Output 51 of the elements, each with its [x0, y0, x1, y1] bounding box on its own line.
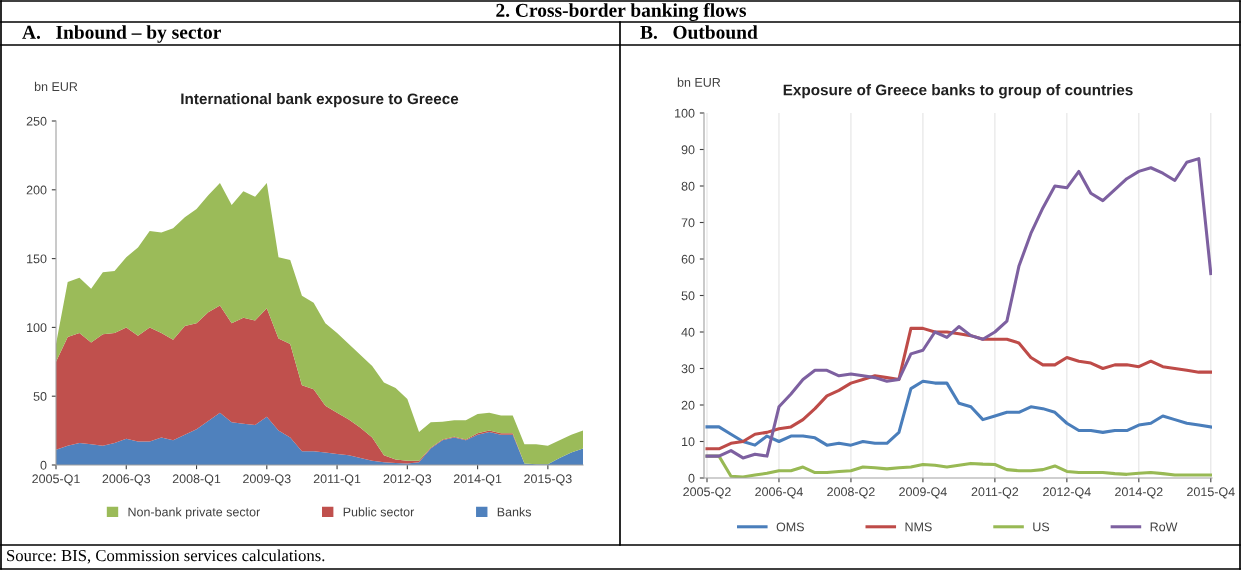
x-tick-label: 2006-Q4 — [755, 487, 803, 499]
chart-title: A. Inbound – by sector — [22, 25, 221, 43]
y-tick-label: 150 — [27, 254, 47, 264]
x-tick-label: 2009-Q3 — [243, 474, 291, 486]
x-tick-label: 2005-Q1 — [32, 474, 80, 486]
text: 2. Cross-border banking flows — [496, 3, 747, 21]
x-tick-label: 2015-Q3 — [524, 474, 572, 486]
x-tick-label: 2014-Q1 — [453, 474, 502, 486]
x-tick-label: 2012-Q4 — [1043, 487, 1091, 499]
x-tick-label: 2011-Q2 — [971, 487, 1019, 499]
y-tick-label: 250 — [26, 116, 47, 126]
x-tick-label: 2006-Q3 — [102, 474, 151, 486]
chart-subtitle: Exposure of Greece banks to group of countries — [783, 84, 1133, 99]
y-tick-label: 10 — [682, 437, 695, 447]
legend-label: US — [1033, 522, 1050, 532]
y-tick-label: 50 — [33, 392, 47, 401]
y-tick-label: 60 — [681, 254, 695, 264]
line-series — [705, 326, 1212, 451]
legend-label: Banks — [497, 507, 532, 517]
line-series — [705, 157, 1212, 460]
y-tick-label: 100 — [27, 323, 47, 333]
y-tick-label: 30 — [681, 364, 695, 374]
y-tick-label: 70 — [681, 218, 695, 228]
x-tick-label: 2009-Q4 — [899, 487, 947, 499]
y-tick-label: 200 — [26, 185, 47, 195]
x-tick-label: 2012-Q3 — [383, 474, 432, 486]
x-tick-label: 2005-Q2 — [683, 487, 731, 499]
legend-label: RoW — [1150, 522, 1178, 532]
line-series — [705, 379, 1212, 447]
y-tick-label: 40 — [681, 327, 695, 337]
chart-subtitle: International bank exposure to Greece — [181, 93, 459, 108]
source-note: Source: BIS, Commission services calculations. — [7, 549, 325, 564]
y-axis-title: bn EUR — [677, 77, 721, 87]
x-tick-label: 2015-Q4 — [1187, 487, 1235, 499]
legend-label: Non-bank private sector — [128, 507, 260, 519]
y-tick-label: 20 — [681, 400, 695, 410]
legend-label: Public sector — [343, 507, 415, 517]
y-tick-label: 80 — [681, 181, 695, 191]
y-tick-label: 90 — [681, 145, 695, 155]
y-tick-label: 0 — [40, 460, 47, 470]
y-tick-label: 50 — [681, 291, 695, 301]
legend-label: OMS — [776, 522, 804, 532]
x-tick-label: 2014-Q2 — [1115, 487, 1163, 499]
x-tick-label: 2011-Q1 — [313, 474, 361, 486]
y-tick-label: 100 — [675, 108, 695, 118]
x-tick-label: 2008-Q2 — [827, 487, 875, 499]
y-axis-title: bn EUR — [34, 81, 78, 92]
chart-title: B. Outbound — [640, 25, 758, 39]
x-tick-label: 2008-Q1 — [172, 474, 221, 486]
y-tick-label: 0 — [688, 473, 695, 483]
legend-label: NMS — [905, 522, 932, 532]
